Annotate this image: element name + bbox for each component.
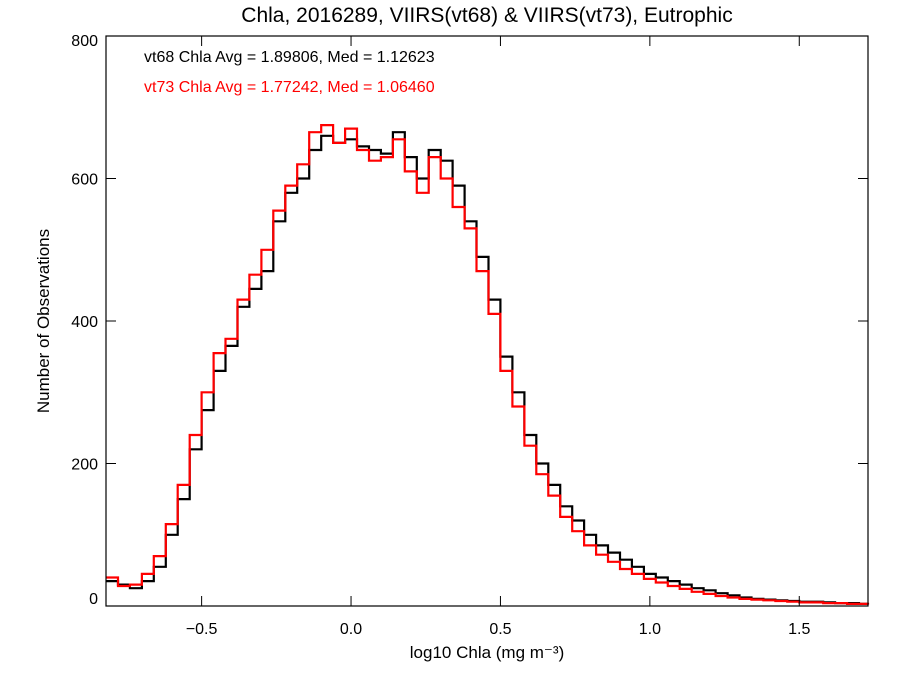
plot-frame bbox=[105, 35, 869, 607]
y-tick-label: 400 bbox=[71, 314, 98, 331]
x-tick-label: 1.5 bbox=[788, 621, 810, 638]
y-tick-label: 0 bbox=[89, 591, 98, 608]
x-axis-ticks: −0.5 0.0 0.5 1.0 1.5 bbox=[186, 36, 810, 638]
annotation-vt73: vt73 Chla Avg = 1.77242, Med = 1.06460 bbox=[144, 79, 435, 96]
x-tick-label: 0.0 bbox=[340, 621, 362, 638]
y-axis-ticks: 0 200 400 600 800 bbox=[71, 33, 868, 608]
y-tick-label: 600 bbox=[71, 172, 98, 189]
annotation-vt68: vt68 Chla Avg = 1.89806, Med = 1.12623 bbox=[144, 49, 435, 66]
series-line-0 bbox=[106, 131, 868, 605]
x-tick-label: −0.5 bbox=[186, 621, 218, 638]
y-axis-label: Number of Observations bbox=[34, 229, 53, 413]
x-tick-label: 1.0 bbox=[639, 621, 661, 638]
chart-title: Chla, 2016289, VIIRS(vt68) & VIIRS(vt73)… bbox=[241, 4, 732, 27]
x-axis-label: log10 Chla (mg m⁻³) bbox=[410, 643, 564, 662]
series-line-1 bbox=[106, 124, 870, 605]
y-tick-label: 200 bbox=[71, 457, 98, 474]
x-tick-label: 0.5 bbox=[489, 621, 511, 638]
y-tick-label: 800 bbox=[71, 33, 98, 50]
series-layer bbox=[106, 124, 870, 605]
